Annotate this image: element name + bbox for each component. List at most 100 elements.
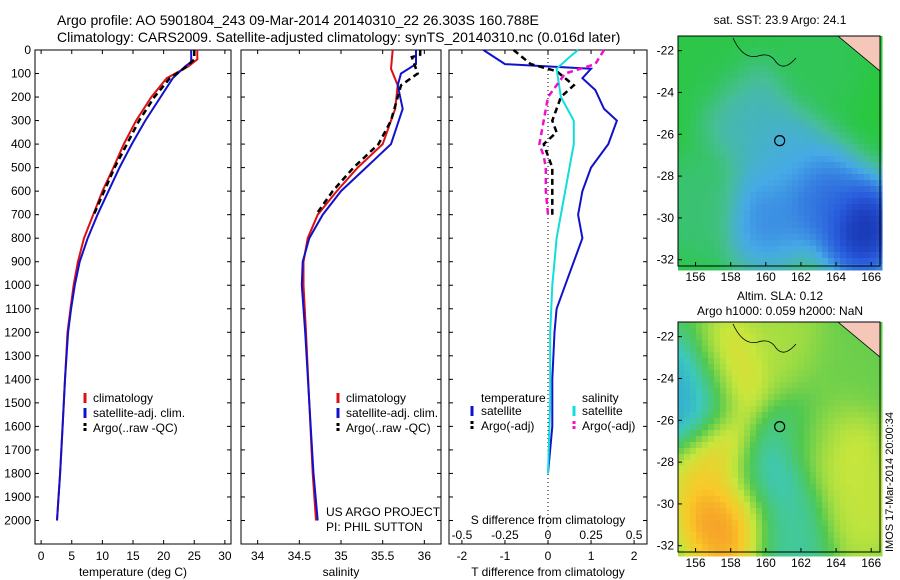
map-cell bbox=[732, 454, 739, 461]
map-cell bbox=[708, 252, 715, 259]
map-cell bbox=[696, 322, 703, 329]
map-cell bbox=[798, 144, 805, 151]
map-cell bbox=[720, 352, 727, 359]
map-cell bbox=[762, 418, 769, 425]
map-cell bbox=[690, 42, 697, 49]
map-cell bbox=[744, 520, 751, 527]
map-cell bbox=[732, 532, 739, 539]
map-cell bbox=[864, 388, 871, 395]
map-cell bbox=[684, 544, 691, 551]
map-cell bbox=[846, 400, 853, 407]
map-cell bbox=[744, 334, 751, 341]
map-cell bbox=[786, 228, 793, 235]
map-cell bbox=[864, 66, 871, 73]
map-cell bbox=[726, 394, 733, 401]
map-cell bbox=[786, 246, 793, 253]
map-cell bbox=[684, 78, 691, 85]
map-cell bbox=[708, 364, 715, 371]
map-cell bbox=[864, 114, 871, 121]
map-cell bbox=[732, 108, 739, 115]
map-cell bbox=[714, 358, 721, 365]
map-cell bbox=[714, 234, 721, 241]
map-cell bbox=[840, 520, 847, 527]
map-cell bbox=[846, 412, 853, 419]
map-cell bbox=[846, 258, 853, 265]
map-cell bbox=[810, 60, 817, 67]
map-cell bbox=[822, 418, 829, 425]
map-cell bbox=[834, 156, 841, 163]
map-cell bbox=[744, 460, 751, 467]
map-cell bbox=[876, 490, 883, 497]
map-cell bbox=[792, 412, 799, 419]
map-cell bbox=[816, 418, 823, 425]
map-cell bbox=[822, 102, 829, 109]
map-cell bbox=[858, 520, 865, 527]
map-cell bbox=[828, 406, 835, 413]
map-cell bbox=[762, 364, 769, 371]
map-cell bbox=[804, 42, 811, 49]
legend-label-t-satellite: satellite bbox=[481, 404, 522, 418]
map-cell bbox=[762, 520, 769, 527]
map-cell bbox=[690, 364, 697, 371]
map-cell bbox=[726, 508, 733, 515]
map-cell bbox=[792, 42, 799, 49]
map-cell bbox=[864, 382, 871, 389]
map-cell bbox=[738, 400, 745, 407]
map-cell bbox=[828, 54, 835, 61]
map-cell bbox=[708, 508, 715, 515]
map-cell bbox=[876, 430, 883, 437]
map-cell bbox=[690, 258, 697, 265]
map-cell bbox=[762, 126, 769, 133]
map-cell bbox=[684, 412, 691, 419]
map-cell bbox=[870, 526, 877, 533]
map-cell bbox=[678, 90, 685, 97]
map-cell bbox=[792, 84, 799, 91]
map-cell bbox=[798, 370, 805, 377]
map-cell bbox=[768, 550, 775, 557]
map-cell bbox=[810, 246, 817, 253]
map-cell bbox=[816, 144, 823, 151]
map-cell bbox=[678, 358, 685, 365]
map-cell bbox=[852, 84, 859, 91]
map-cell bbox=[810, 108, 817, 115]
x-tick-label: 15 bbox=[126, 549, 140, 563]
map-cell bbox=[714, 258, 721, 265]
map-cell bbox=[810, 322, 817, 329]
map-cell bbox=[750, 240, 757, 247]
map-cell bbox=[738, 90, 745, 97]
map-cell bbox=[750, 120, 757, 127]
map-cell bbox=[762, 138, 769, 145]
map-cell bbox=[774, 340, 781, 347]
map-cell bbox=[768, 334, 775, 341]
map-cell bbox=[798, 436, 805, 443]
map-cell bbox=[864, 96, 871, 103]
map-cell bbox=[780, 370, 787, 377]
map-cell bbox=[678, 484, 685, 491]
map-cell bbox=[876, 78, 883, 85]
map-cell bbox=[768, 246, 775, 253]
map-cell bbox=[732, 472, 739, 479]
map-cell bbox=[750, 204, 757, 211]
map-cell bbox=[816, 150, 823, 157]
map-cell bbox=[780, 508, 787, 515]
map-cell bbox=[828, 520, 835, 527]
map-cell bbox=[846, 472, 853, 479]
map-cell bbox=[792, 222, 799, 229]
map-cell bbox=[828, 162, 835, 169]
map-cell bbox=[684, 472, 691, 479]
map-cell bbox=[828, 114, 835, 121]
map-cell bbox=[864, 258, 871, 265]
map-cell bbox=[834, 42, 841, 49]
y-tick-label: 1500 bbox=[4, 396, 31, 410]
map-cell bbox=[828, 96, 835, 103]
map-cell bbox=[816, 496, 823, 503]
map-cell bbox=[792, 174, 799, 181]
map-cell bbox=[846, 460, 853, 467]
map-cell bbox=[684, 394, 691, 401]
map-cell bbox=[816, 484, 823, 491]
map-cell bbox=[840, 216, 847, 223]
map-cell bbox=[804, 334, 811, 341]
map-cell bbox=[840, 48, 847, 55]
map-cell bbox=[786, 192, 793, 199]
map-cell bbox=[816, 550, 823, 557]
